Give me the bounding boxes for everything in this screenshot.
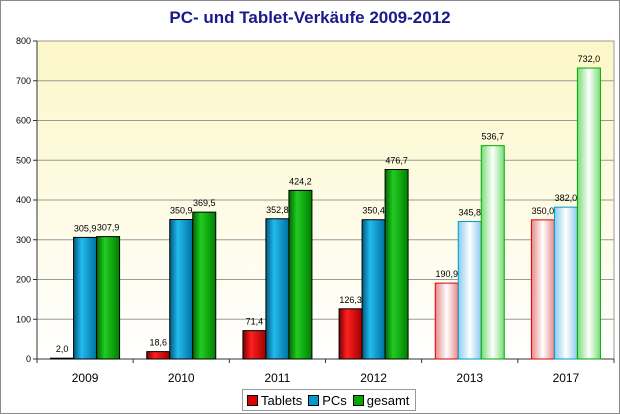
data-label-pcs-2010: 350,9 — [170, 206, 193, 216]
y-tick-label: 100 — [16, 314, 31, 324]
bar-gesamt-2013 — [480, 145, 505, 360]
chart-title: PC- und Tablet-Verkäufe 2009-2012 — [169, 8, 451, 27]
bar-tablets-2009 — [50, 357, 75, 360]
data-label-gesamt-2013: 536,7 — [481, 132, 504, 142]
data-label-tablets-2011: 71,4 — [246, 317, 264, 327]
data-label-gesamt-2017: 732,0 — [578, 54, 601, 64]
x-category-label: 2011 — [265, 371, 291, 385]
data-label-pcs-2012: 350,4 — [362, 206, 385, 216]
legend-item-gesamt: gesamt — [352, 392, 410, 408]
legend-swatch-tablets — [247, 394, 258, 406]
legend-swatch-gesamt — [352, 394, 364, 406]
bar-gesamt-2017 — [576, 67, 601, 360]
y-tick-label: 800 — [16, 36, 31, 46]
bar-tablets-2013 — [434, 282, 459, 360]
data-label-tablets-2009: 2,0 — [56, 344, 69, 354]
y-tick-label: 500 — [16, 155, 31, 165]
legend-label-gesamt: gesamt — [366, 392, 410, 408]
legend-label-pcs: PCs — [322, 392, 347, 408]
y-tick-label: 200 — [16, 275, 31, 285]
y-tick-label: 0 — [26, 354, 31, 364]
data-label-pcs-2017: 382,0 — [555, 193, 578, 203]
y-tick-label: 700 — [16, 76, 31, 86]
bar-gesamt-2012 — [384, 169, 409, 360]
bar-gesamt-2009 — [96, 236, 121, 360]
data-label-gesamt-2010: 369,5 — [193, 198, 216, 208]
data-label-pcs-2011: 352,8 — [266, 205, 289, 215]
legend-item-tablets: Tablets — [247, 393, 302, 408]
bar-gesamt-2010 — [192, 211, 217, 360]
data-label-tablets-2017: 350,0 — [532, 206, 555, 216]
y-tick-label: 300 — [16, 235, 31, 245]
data-label-gesamt-2009: 307,9 — [97, 223, 120, 233]
data-label-tablets-2010: 18,6 — [149, 338, 167, 348]
x-axis: 2009 2010 2011 2012 2013 2017 — [36, 358, 615, 385]
x-category-label: 2012 — [360, 371, 387, 385]
bar-pcs-2009 — [73, 236, 98, 360]
bar-tablets-2011 — [242, 330, 267, 360]
bar-pcs-2011 — [265, 218, 290, 360]
grid-lines — [37, 80, 614, 320]
bar-tablets-2012 — [338, 308, 363, 360]
data-label-tablets-2013: 190,9 — [435, 269, 458, 279]
legend: Tablets PCs gesamt — [242, 389, 417, 411]
bars — [50, 67, 601, 360]
x-category-label: 2010 — [168, 371, 195, 385]
bar-pcs-2012 — [361, 219, 386, 360]
bar-pcs-2010 — [169, 219, 194, 360]
bar-tablets-2017 — [530, 219, 555, 360]
bar-pcs-2017 — [553, 206, 578, 360]
data-label-tablets-2012: 126,3 — [339, 295, 362, 305]
y-tick-label: 400 — [16, 195, 31, 205]
data-label-gesamt-2012: 476,7 — [385, 156, 408, 166]
y-axis: 0 100 200 300 400 500 600 700 800 — [16, 36, 38, 364]
x-category-label: 2013 — [456, 371, 483, 385]
bar-gesamt-2011 — [288, 189, 313, 360]
legend-item-pcs: PCs — [308, 393, 347, 408]
x-category-label: 2017 — [553, 371, 580, 385]
bar-tablets-2010 — [146, 351, 171, 360]
data-label-pcs-2009: 305,9 — [74, 223, 97, 233]
legend-swatch-pcs — [308, 394, 320, 406]
y-tick-label: 600 — [16, 116, 31, 126]
x-category-label: 2009 — [72, 371, 99, 385]
legend-label-tablets: Tablets — [261, 392, 303, 408]
bar-pcs-2013 — [457, 221, 482, 360]
data-label-gesamt-2011: 424,2 — [289, 176, 312, 186]
data-label-pcs-2013: 345,8 — [458, 208, 481, 218]
